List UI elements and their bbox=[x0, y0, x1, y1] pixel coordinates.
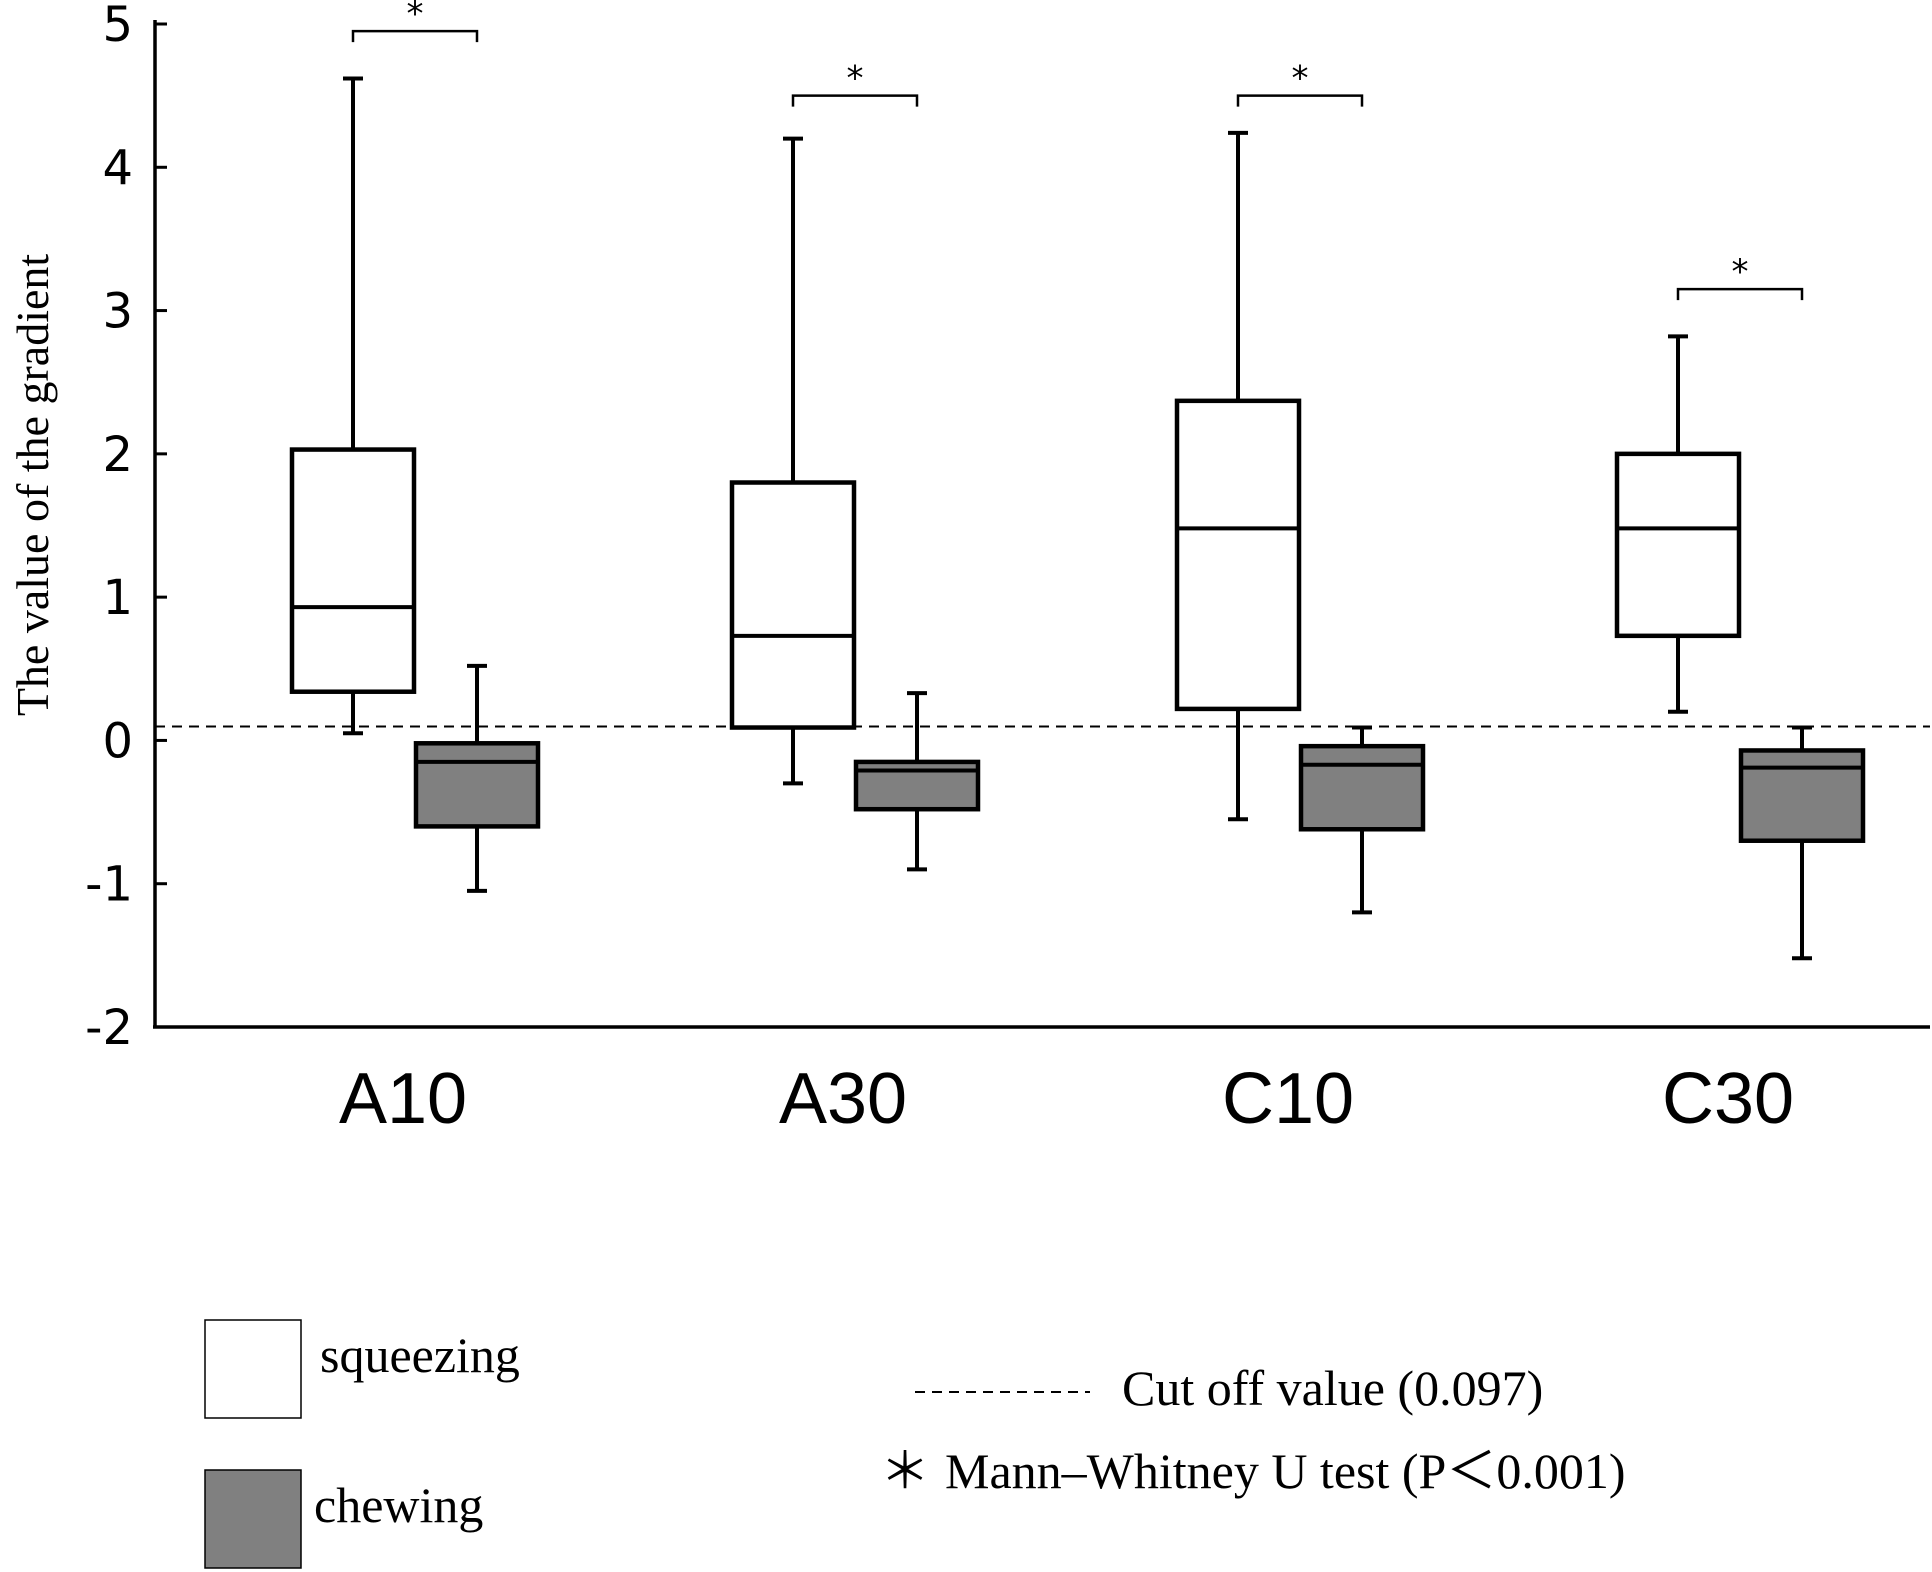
plot-area: 5 4 3 2 1 0 -1 -2 * A10 * A30 * C10 * C30 bbox=[85, 0, 1930, 1139]
box-chewing-a30 bbox=[853, 691, 981, 872]
legend-cutoff-label: Cut off value (0.097) bbox=[1122, 1360, 1543, 1416]
box-iqr bbox=[729, 480, 857, 730]
significance-star: * bbox=[1732, 252, 1749, 292]
x-category-label: A30 bbox=[779, 1059, 907, 1139]
box-squeezing-c10 bbox=[1174, 130, 1302, 822]
box-iqr bbox=[1174, 398, 1302, 712]
legend-label-chewing: chewing bbox=[314, 1477, 483, 1533]
legend: squeezing chewing Cut off value (0.097) … bbox=[204, 1319, 1625, 1569]
y-axis-label: The value of the gradient bbox=[7, 254, 58, 717]
x-category-label: C30 bbox=[1662, 1059, 1794, 1139]
y-tick-label: -2 bbox=[85, 1000, 133, 1056]
y-tick-label: 2 bbox=[102, 427, 133, 483]
significance-bracket bbox=[791, 94, 919, 107]
y-tick-label: 5 bbox=[102, 0, 133, 53]
box-chewing-a10 bbox=[413, 663, 541, 893]
legend-swatch-squeezing bbox=[204, 1319, 302, 1419]
box-iqr bbox=[1738, 748, 1866, 843]
x-category-label: A10 bbox=[339, 1059, 467, 1139]
box-squeezing-a10 bbox=[289, 76, 417, 736]
significance-bracket bbox=[351, 29, 479, 43]
box-iqr bbox=[289, 447, 417, 694]
box-chewing-c30 bbox=[1738, 725, 1866, 961]
significance-star: * bbox=[847, 59, 864, 99]
y-tick-label: 0 bbox=[102, 713, 133, 769]
y-tick-label: 1 bbox=[102, 570, 133, 626]
significance-star: * bbox=[407, 0, 424, 34]
box-chewing-c10 bbox=[1298, 725, 1426, 915]
significance-star: * bbox=[1292, 59, 1309, 99]
legend-significance-note: Mann–Whitney U test (P＜0.001) bbox=[945, 1443, 1625, 1499]
y-tick-label: 4 bbox=[102, 140, 133, 196]
legend-significance-symbol: ＊ bbox=[880, 1443, 930, 1499]
box-squeezing-c30 bbox=[1614, 334, 1742, 714]
significance-bracket bbox=[1676, 287, 1804, 301]
box-iqr bbox=[1298, 743, 1426, 832]
legend-label-squeezing: squeezing bbox=[320, 1327, 520, 1383]
x-category-label: C10 bbox=[1222, 1059, 1354, 1139]
box-iqr bbox=[413, 741, 541, 829]
y-tick-label: -1 bbox=[85, 857, 133, 913]
box-squeezing-a30 bbox=[729, 136, 857, 786]
box-iqr bbox=[1614, 451, 1742, 639]
legend-swatch-chewing bbox=[204, 1469, 302, 1569]
significance-bracket bbox=[1236, 94, 1364, 107]
y-tick-label: 3 bbox=[102, 284, 133, 340]
